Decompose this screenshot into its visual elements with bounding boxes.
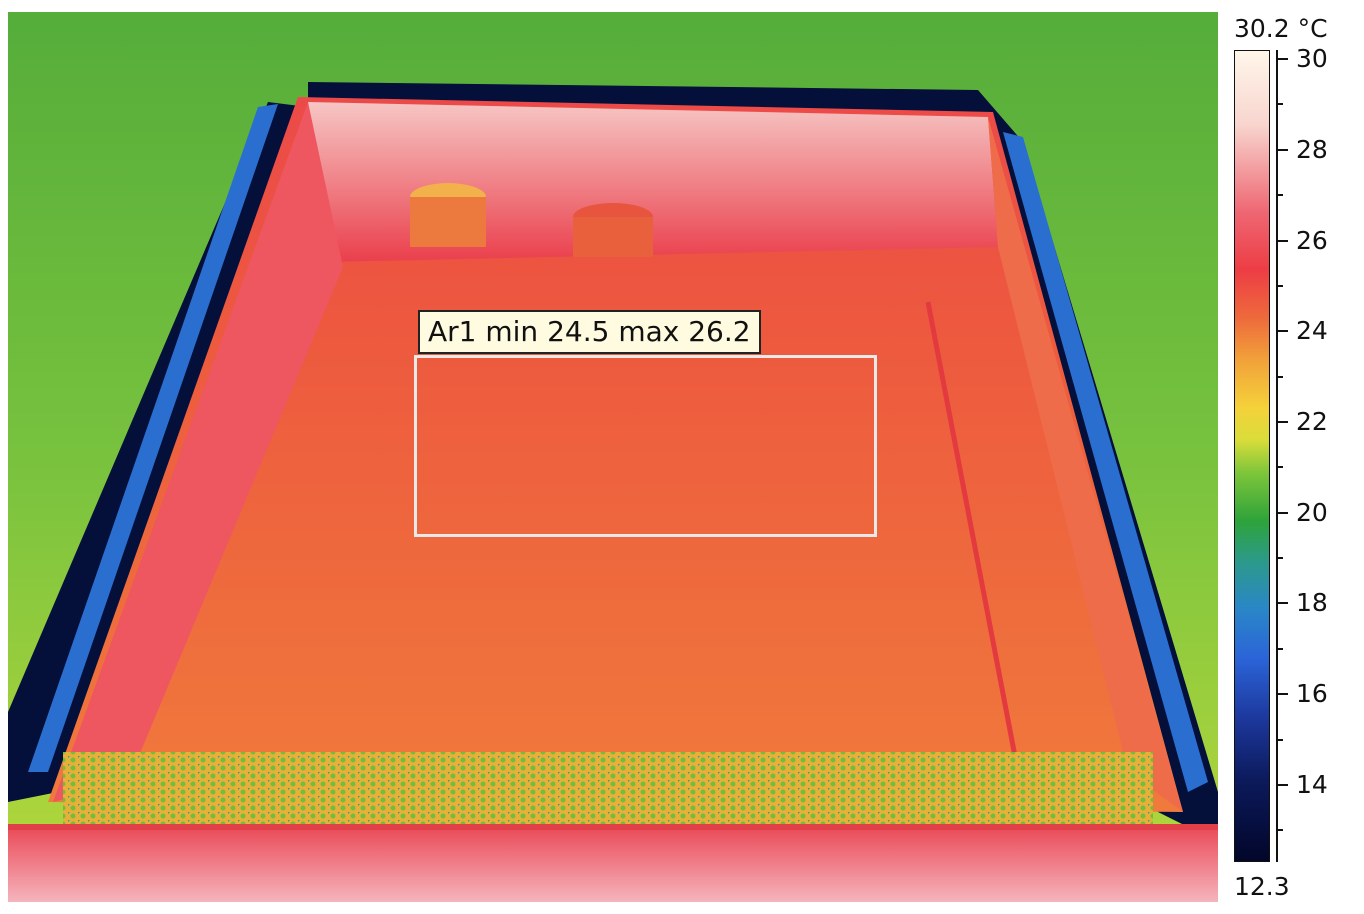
- colorbar-minor-tick: [1276, 284, 1283, 287]
- colorbar-major-tick: [1276, 511, 1288, 514]
- colorbar-minor-tick: [1276, 375, 1283, 378]
- colorbar-major-tick: [1276, 420, 1288, 423]
- colorbar-tick-label: 24: [1296, 316, 1328, 346]
- colorbar-tick-label: 14: [1296, 769, 1328, 799]
- colorbar-tick-label: 22: [1296, 406, 1328, 436]
- colorbar-major-tick: [1276, 602, 1288, 605]
- colorbar-major-tick: [1276, 148, 1288, 151]
- colorbar-major-tick: [1276, 58, 1288, 61]
- colorbar-minor-tick: [1276, 103, 1283, 106]
- colorbar-minor-tick: [1276, 466, 1283, 469]
- roi-label: Ar1 min 24.5 max 26.2: [418, 310, 761, 354]
- colorbar-major-tick: [1276, 239, 1288, 242]
- colorbar-major-tick: [1276, 783, 1288, 786]
- colorbar-tick-label: 26: [1296, 225, 1328, 255]
- temperature-colorbar: 30.2 °C 30 28 26 24 22 20 18 16 14 12.3: [1220, 0, 1364, 914]
- colorbar-tick-label: 16: [1296, 679, 1328, 709]
- colorbar-major-tick: [1276, 693, 1288, 696]
- colorbar-tick-label: 28: [1296, 134, 1328, 164]
- colorbar-max-label: 30.2 °C: [1234, 14, 1328, 43]
- roi-rectangle[interactable]: [414, 355, 877, 537]
- colorbar-minor-tick: [1276, 829, 1283, 832]
- colorbar-tick-label: 18: [1296, 588, 1328, 618]
- colorbar-major-tick: [1276, 330, 1288, 333]
- colorbar-axis: [1276, 50, 1278, 862]
- thermal-scene: [8, 12, 1218, 902]
- colorbar-min-label: 12.3: [1234, 872, 1290, 901]
- colorbar-tick-label: 20: [1296, 497, 1328, 527]
- colorbar-minor-tick: [1276, 194, 1283, 197]
- colorbar-minor-tick: [1276, 557, 1283, 560]
- thermal-image: Ar1 min 24.5 max 26.2: [8, 12, 1218, 902]
- colorbar-minor-tick: [1276, 738, 1283, 741]
- colorbar-minor-tick: [1276, 647, 1283, 650]
- colorbar-gradient: [1234, 50, 1270, 862]
- colorbar-tick-label: 30: [1296, 44, 1328, 74]
